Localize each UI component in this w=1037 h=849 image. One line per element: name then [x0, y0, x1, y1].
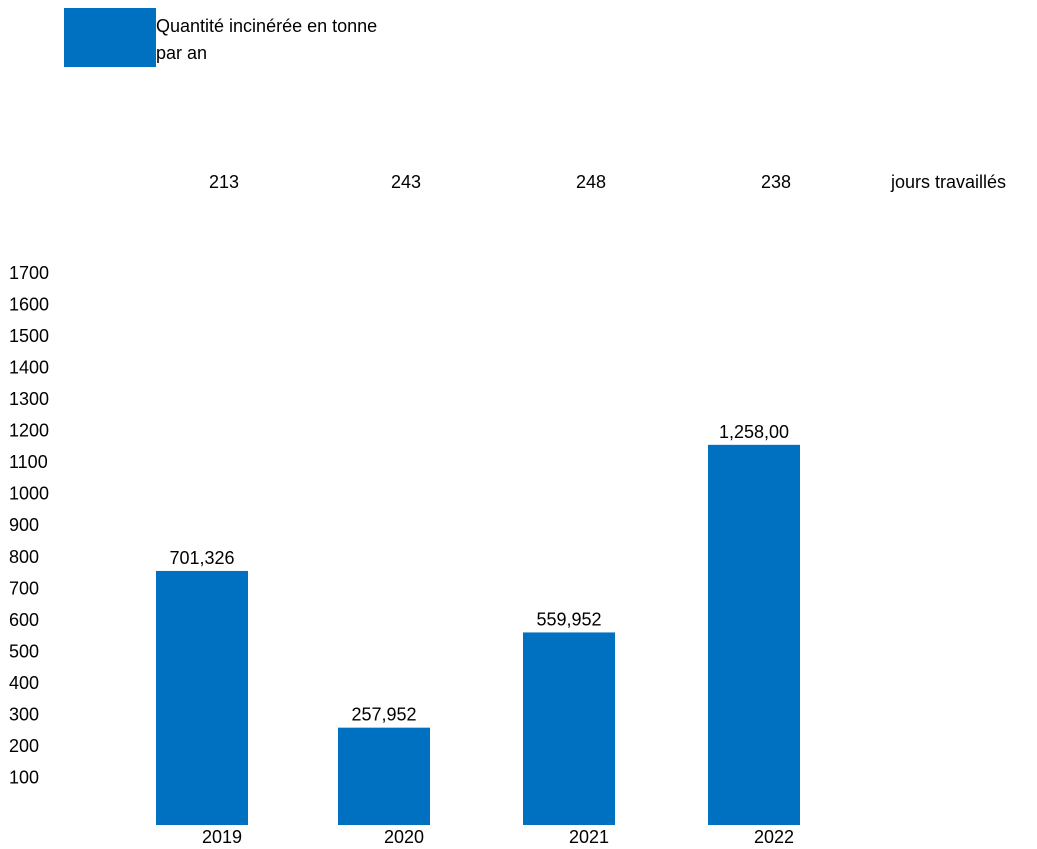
data-label: 701,326 [169, 548, 234, 568]
bar [156, 570, 248, 825]
y-tick-label: 400 [9, 673, 39, 693]
y-tick-label: 300 [9, 704, 39, 724]
x-tick-label: 2020 [384, 827, 424, 847]
y-tick-label: 1600 [9, 295, 49, 315]
legend-swatch [64, 8, 156, 67]
y-tick-label: 100 [9, 767, 39, 787]
y-tick-label: 200 [9, 736, 39, 756]
data-label: 559,952 [536, 609, 601, 629]
y-tick-label: 1700 [9, 263, 49, 283]
y-tick-label: 1000 [9, 484, 49, 504]
y-tick-label: 800 [9, 547, 39, 567]
x-tick-label: 2021 [569, 827, 609, 847]
days-worked-label: 248 [576, 172, 606, 192]
y-tick-label: 1500 [9, 326, 49, 346]
y-tick-label: 500 [9, 641, 39, 661]
days-worked-label: 243 [391, 172, 421, 192]
x-tick-label: 2022 [754, 827, 794, 847]
days-worked-label: 238 [761, 172, 791, 192]
y-tick-label: 1200 [9, 421, 49, 441]
y-tick-label: 900 [9, 515, 39, 535]
y-tick-label: 1100 [9, 452, 48, 472]
x-tick-label: 2019 [202, 827, 242, 847]
data-label: 1,258,00 [719, 422, 789, 442]
y-tick-label: 700 [9, 578, 39, 598]
data-label: 257,952 [351, 705, 416, 725]
bar [338, 727, 430, 825]
y-tick-label: 1400 [9, 358, 49, 378]
days-worked-caption: jours travaillés [890, 172, 1006, 192]
bar [708, 444, 800, 825]
bar [523, 632, 615, 825]
y-tick-label: 1300 [9, 389, 49, 409]
days-worked-label: 213 [209, 172, 239, 192]
y-tick-label: 600 [9, 610, 39, 630]
legend-label: Quantité incinérée en tonne par an [156, 16, 378, 63]
